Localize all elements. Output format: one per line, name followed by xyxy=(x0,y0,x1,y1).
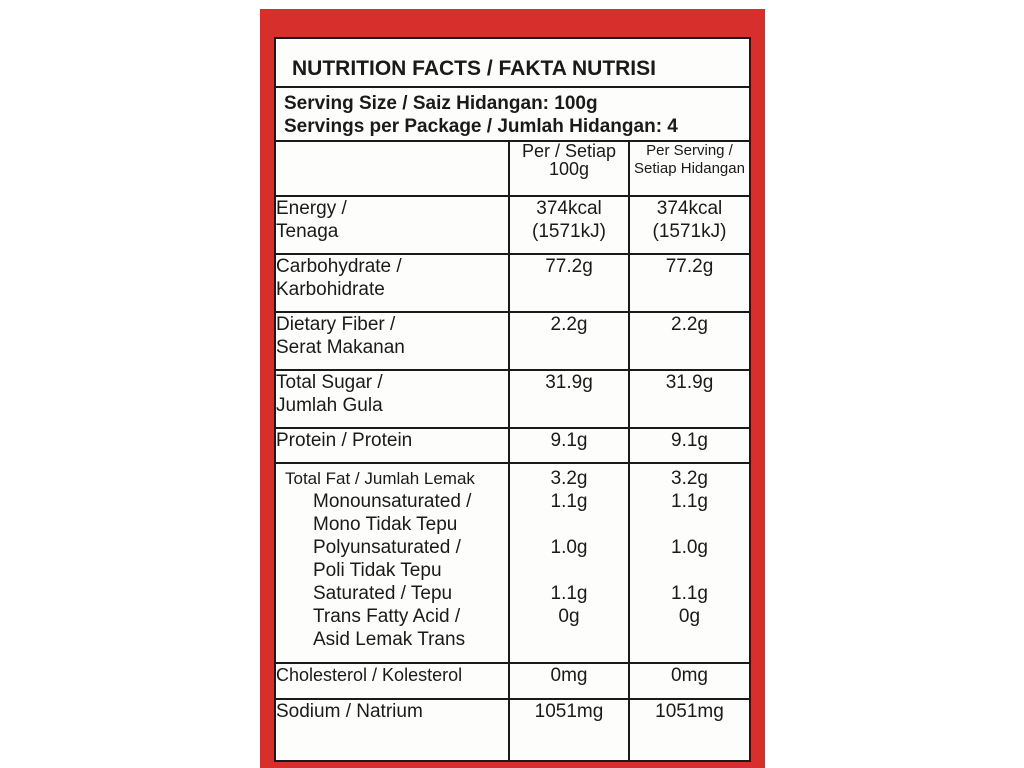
saturated-per-100g: 1.1g xyxy=(550,583,588,604)
fiber-per-100g: 2.2g xyxy=(508,311,630,371)
sugar-name-line1: Total Sugar / xyxy=(276,372,383,393)
header-per-serving: Per Serving / Setiap Hidangan xyxy=(628,142,749,197)
saturated-per-serving: 1.1g xyxy=(671,583,708,604)
poly-per-100g: 1.0g xyxy=(550,537,588,558)
header-per-serving-line1: Per Serving / xyxy=(646,142,733,159)
sugar-per-100g: 31.9g xyxy=(508,369,630,429)
label-title: NUTRITION FACTS / FAKTA NUTRISI xyxy=(276,39,749,88)
nutrition-table: Per / Setiap 100g Per Serving / Setiap H… xyxy=(276,142,749,760)
carbohydrate-per-100g: 77.2g xyxy=(508,253,630,313)
energy-name-line1: Energy / xyxy=(276,198,347,219)
carbohydrate-name-line2: Karbohidrate xyxy=(276,279,385,300)
trans-per-100g: 0g xyxy=(558,606,580,627)
cholesterol-name: Cholesterol / Kolesterol xyxy=(276,662,510,700)
fat-per-100g: 3.2g 1.1g 1.0g 1.1g 0g xyxy=(508,462,630,664)
row-fat: Total Fat / Jumlah Lemak Monounsaturated… xyxy=(276,462,749,664)
header-blank xyxy=(276,142,510,197)
fiber-name-line1: Dietary Fiber / xyxy=(276,314,396,335)
sodium-per-serving: 1051mg xyxy=(628,698,749,760)
trans-per-serving: 0g xyxy=(678,606,701,627)
row-cholesterol: Cholesterol / Kolesterol 0mg 0mg xyxy=(276,662,749,700)
cholesterol-per-serving: 0mg xyxy=(628,662,749,700)
header-per-100g-line1: Per / Setiap xyxy=(521,142,617,161)
sugar-name: Total Sugar / Jumlah Gula xyxy=(276,369,510,429)
poly-name-line2: Poli Tidak Tepu xyxy=(313,560,442,581)
fat-names: Total Fat / Jumlah Lemak Monounsaturated… xyxy=(276,462,510,664)
fiber-name-line2: Serat Makanan xyxy=(276,337,405,358)
carbohydrate-per-serving: 77.2g xyxy=(628,253,749,313)
carbohydrate-name-line1: Carbohydrate / xyxy=(276,256,402,277)
trans-name-line2: Asid Lemak Trans xyxy=(313,629,466,650)
poly-per-serving: 1.0g xyxy=(671,537,708,558)
mono-name-line1: Monounsaturated / xyxy=(313,491,472,512)
fiber-per-serving: 2.2g xyxy=(628,311,749,371)
protein-name: Protein / Protein xyxy=(276,427,510,464)
energy-name-line2: Tenaga xyxy=(276,221,339,242)
energy-per-100g-kcal: 374kcal xyxy=(536,198,602,219)
header-per-serving-line2: Setiap Hidangan xyxy=(634,160,745,177)
serving-info: Serving Size / Saiz Hidangan: 100g Servi… xyxy=(276,88,749,142)
energy-per-100g: 374kcal (1571kJ) xyxy=(508,195,630,255)
fat-total-per-100g: 3.2g xyxy=(550,468,588,489)
serving-size: Serving Size / Saiz Hidangan: 100g xyxy=(284,93,598,114)
mono-per-serving: 1.1g xyxy=(671,491,708,512)
spacer xyxy=(631,513,749,536)
fat-per-serving: 3.2g 1.1g 1.0g 1.1g 0g xyxy=(628,462,749,664)
sodium-name: Sodium / Natrium xyxy=(276,698,510,760)
sugar-name-line2: Jumlah Gula xyxy=(276,395,383,416)
saturated-name: Saturated / Tepu xyxy=(313,583,453,604)
trans-name-line1: Trans Fatty Acid / xyxy=(313,606,461,627)
spacer xyxy=(511,559,627,582)
sugar-per-serving: 31.9g xyxy=(628,369,749,429)
protein-per-serving: 9.1g xyxy=(628,427,749,464)
header-per-100g: Per / Setiap 100g xyxy=(508,142,630,197)
mono-name-line2: Mono Tidak Tepu xyxy=(313,514,458,535)
fat-total-per-serving: 3.2g xyxy=(671,468,708,489)
row-protein: Protein / Protein 9.1g 9.1g xyxy=(276,427,749,464)
row-energy: Energy / Tenaga 374kcal (1571kJ) 374kcal… xyxy=(276,195,749,255)
spacer xyxy=(511,513,627,536)
fiber-name: Dietary Fiber / Serat Makanan xyxy=(276,311,510,371)
energy-name: Energy / Tenaga xyxy=(276,195,510,255)
energy-per-serving-kcal: 374kcal xyxy=(656,198,723,219)
spacer xyxy=(631,559,749,582)
nutrition-label: NUTRITION FACTS / FAKTA NUTRISI Serving … xyxy=(274,37,751,762)
row-carbohydrate: Carbohydrate / Karbohidrate 77.2g 77.2g xyxy=(276,253,749,313)
header-per-100g-line2: 100g xyxy=(548,159,590,179)
poly-name-line1: Polyunsaturated / xyxy=(313,537,461,558)
sodium-per-100g: 1051mg xyxy=(508,698,630,760)
mono-per-100g: 1.1g xyxy=(550,491,588,512)
row-sugar: Total Sugar / Jumlah Gula 31.9g 31.9g xyxy=(276,369,749,429)
carbohydrate-name: Carbohydrate / Karbohidrate xyxy=(276,253,510,313)
row-sodium: Sodium / Natrium 1051mg 1051mg xyxy=(276,698,749,760)
energy-per-serving-kj: (1571kJ) xyxy=(652,221,727,242)
servings-per-package: Servings per Package / Jumlah Hidangan: … xyxy=(284,116,678,137)
cholesterol-per-100g: 0mg xyxy=(508,662,630,700)
row-fiber: Dietary Fiber / Serat Makanan 2.2g 2.2g xyxy=(276,311,749,371)
energy-per-100g-kj: (1571kJ) xyxy=(532,221,606,242)
protein-per-100g: 9.1g xyxy=(508,427,630,464)
fat-name: Total Fat / Jumlah Lemak xyxy=(285,469,475,488)
header-row: Per / Setiap 100g Per Serving / Setiap H… xyxy=(276,142,749,197)
energy-per-serving: 374kcal (1571kJ) xyxy=(628,195,749,255)
